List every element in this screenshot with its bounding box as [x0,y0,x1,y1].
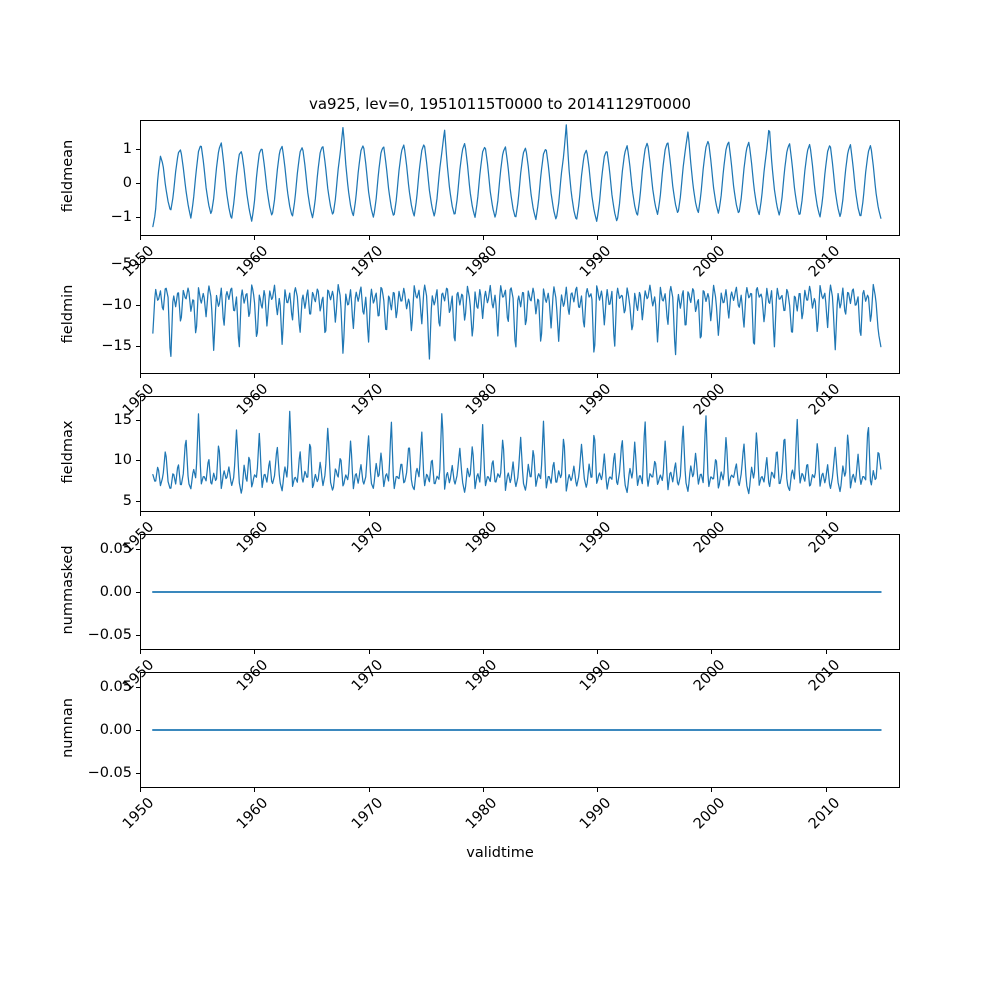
y-tick-label: 0.00 [99,722,132,738]
subplot-numnan [140,672,900,788]
x-tick-mark [597,374,599,378]
x-tick-mark [711,788,713,792]
x-tick-mark [825,374,827,378]
x-tick-mark [597,650,599,654]
y-tick-label: −10 [101,297,132,314]
y-tick-label: −15 [101,337,132,354]
x-tick-mark [140,236,141,240]
x-axis-label: validtime [466,845,534,861]
y-tick-label: 1 [122,141,132,157]
y-tick-mark [136,264,140,266]
x-tick-mark [825,512,827,516]
plot-area-fieldmean [141,121,899,235]
x-tick-mark [368,788,370,792]
y-tick-mark [136,500,140,502]
x-tick-mark [140,788,141,792]
y-tick-mark [136,634,140,636]
x-tick-mark [482,512,484,516]
y-tick-mark [136,687,140,689]
plot-area-fieldmax [141,397,899,511]
series-line-fieldmean [141,121,899,235]
x-tick-mark [368,374,370,378]
y-tick-label: 15 [113,412,132,429]
y-axis-label-fieldmean: fieldmean [60,139,76,213]
x-tick-mark [254,374,256,378]
subplot-fieldmin [140,258,900,374]
x-tick-mark [368,512,370,516]
x-tick-mark [482,236,484,240]
y-axis-label-fieldmax: fieldmax [60,420,76,484]
plot-area-numnan [141,673,899,787]
x-tick-mark [368,236,370,240]
x-tick-mark [254,236,256,240]
y-tick-label: 10 [113,452,132,469]
y-tick-mark [136,345,140,347]
y-axis-label-fieldmin: fieldmin [60,284,76,344]
x-tick-mark [368,650,370,654]
x-tick-mark [140,374,141,378]
y-tick-mark [136,420,140,422]
x-tick-mark [140,512,141,516]
x-tick-mark [711,374,713,378]
x-tick-mark [482,650,484,654]
x-tick-mark [254,512,256,516]
subplot-fieldmax [140,396,900,512]
y-tick-mark [136,183,140,185]
y-tick-mark [136,549,140,551]
x-tick-mark [711,512,713,516]
y-tick-label: −5 [110,256,132,273]
figure-title: va925, lev=0, 19510115T0000 to 20141129T… [308,95,692,113]
x-tick-mark [825,788,827,792]
subplot-nummasked [140,534,900,650]
x-tick-mark [482,374,484,378]
x-tick-mark [482,788,484,792]
series-line-nummasked [141,535,899,649]
y-tick-label: −0.05 [87,626,132,643]
y-tick-label: 0.05 [99,541,132,558]
y-tick-mark [136,149,140,150]
x-tick-mark [711,650,713,654]
subplot-fieldmean [140,120,900,236]
y-tick-mark [136,305,140,307]
y-axis-label-nummasked: nummasked [60,545,76,635]
x-tick-mark [254,788,256,792]
y-tick-label: −0.05 [87,764,132,781]
series-line-fieldmin [141,259,899,373]
y-tick-mark [136,592,140,593]
y-axis-label-numnan: numnan [60,698,76,758]
x-tick-mark [825,650,827,654]
y-tick-mark [136,460,140,462]
x-tick-mark [597,788,599,792]
plot-area-nummasked [141,535,899,649]
x-tick-mark [597,512,599,516]
y-tick-label: 0.00 [99,584,132,600]
x-tick-mark [597,236,599,240]
x-tick-mark [825,236,827,240]
y-tick-label: 0 [122,175,132,192]
x-tick-mark [711,236,713,240]
x-tick-mark [254,650,256,654]
y-tick-label: −1 [110,209,132,226]
y-tick-label: 5 [122,492,132,509]
y-tick-label: 0.05 [99,679,132,696]
series-line-numnan [141,673,899,787]
x-tick-mark [140,650,141,654]
y-tick-mark [136,730,140,731]
y-tick-mark [136,772,140,774]
plot-area-fieldmin [141,259,899,373]
y-tick-mark [136,217,140,219]
series-line-fieldmax [141,397,899,511]
